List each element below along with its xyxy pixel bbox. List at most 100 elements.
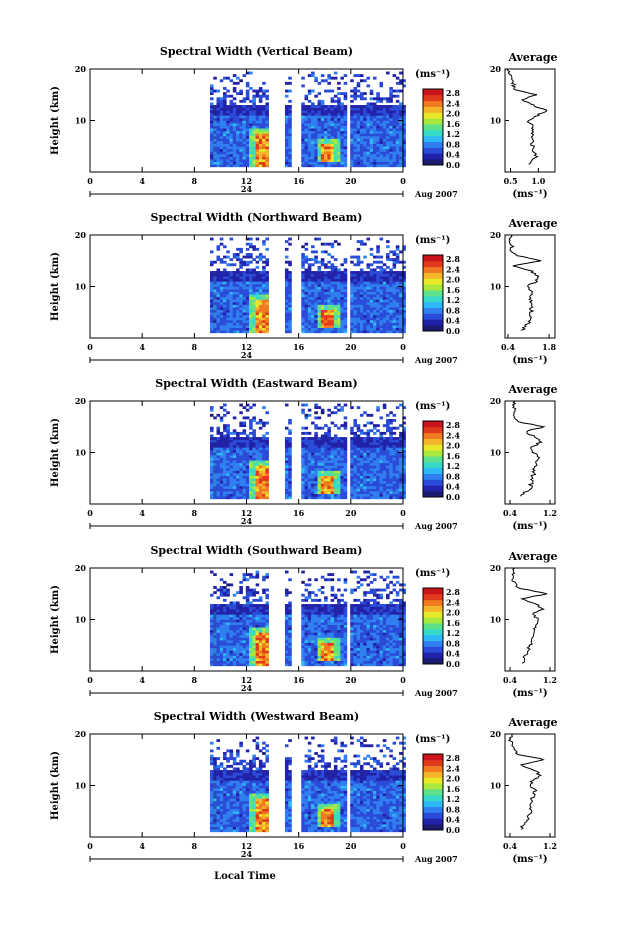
heatmap-cell (301, 404, 305, 407)
heatmap-cell (318, 330, 322, 333)
heatmap-cell (243, 627, 247, 630)
heatmap-cell (288, 325, 292, 328)
heatmap-cell (337, 128, 341, 131)
heatmap-cell (252, 617, 256, 620)
heatmap-cell (389, 157, 393, 160)
heatmap-cell (223, 108, 227, 111)
heatmap-cell (220, 653, 224, 656)
heatmap-cell (370, 489, 374, 492)
heatmap-cell (337, 404, 341, 407)
heatmap-cell (285, 460, 289, 463)
heatmap-cell (230, 625, 234, 628)
heatmap-cell (288, 149, 292, 152)
heatmap-cell (256, 274, 260, 277)
heatmap-cell (265, 310, 269, 313)
heatmap-cell (386, 72, 390, 75)
heatmap-cell (327, 159, 331, 162)
heatmap-cell (217, 630, 221, 633)
heatmap-cell (233, 632, 237, 635)
heatmap-cell (305, 128, 309, 131)
heatmap-cell (321, 110, 325, 113)
heatmap-cell (220, 437, 224, 440)
heatmap-cell (360, 159, 364, 162)
heatmap-cell (301, 115, 305, 118)
heatmap-cell (321, 115, 325, 118)
heatmap-cell (210, 489, 214, 492)
heatmap-cell (217, 486, 221, 489)
heatmap-cell (301, 302, 305, 305)
heatmap-cell (357, 162, 361, 165)
heatmap-cell (256, 473, 260, 476)
heatmap-cell (373, 491, 377, 494)
x-tick-label: 0 (400, 176, 406, 186)
heatmap-cell (210, 274, 214, 277)
heatmap-cell (318, 100, 322, 103)
heatmap-cell (334, 72, 338, 75)
heatmap-cell (223, 424, 227, 427)
heatmap-cell (370, 422, 374, 425)
heatmap-cell (262, 406, 266, 409)
heatmap-cell (386, 144, 390, 147)
heatmap-cell (353, 110, 357, 113)
heatmap-cell (373, 330, 377, 333)
heatmap-cell (399, 330, 403, 333)
heatmap-cell (337, 442, 341, 445)
heatmap-cell (301, 154, 305, 157)
heatmap-cell (363, 473, 367, 476)
heatmap-cell (243, 110, 247, 113)
heatmap-cell (210, 447, 214, 450)
heatmap-cell (230, 486, 234, 489)
heatmap-cell (265, 302, 269, 305)
heatmap-cell (252, 643, 256, 646)
heatmap-cell (265, 320, 269, 323)
heatmap-cell (324, 151, 328, 154)
heatmap-cell (321, 284, 325, 287)
heatmap-cell (223, 146, 227, 149)
heatmap-cell (353, 151, 357, 154)
average-title: Average (507, 51, 557, 64)
heatmap-cell (226, 489, 230, 492)
heatmap-cell (288, 494, 292, 497)
heatmap-cell (396, 90, 400, 93)
heatmap-cell (386, 284, 390, 287)
heatmap-cell (386, 315, 390, 318)
heatmap-cell (259, 310, 263, 313)
heatmap-cell (360, 281, 364, 284)
heatmap-cell (256, 302, 260, 305)
heatmap-cell (334, 406, 338, 409)
heatmap-cell (396, 289, 400, 292)
heatmap-cell (373, 494, 377, 497)
heatmap-cell (256, 612, 260, 615)
heatmap-cell (314, 325, 318, 328)
heatmap-cell (249, 476, 253, 479)
heatmap-cell (373, 320, 377, 323)
heatmap-cell (324, 455, 328, 458)
heatmap-cell (239, 139, 243, 142)
heatmap-cell (233, 607, 237, 610)
heatmap-cell (393, 128, 397, 131)
heatmap-cell (226, 330, 230, 333)
heatmap-cell (217, 617, 221, 620)
heatmap-cell (226, 317, 230, 320)
heatmap-cell (350, 491, 354, 494)
heatmap-cell (337, 437, 341, 440)
heatmap-cell (393, 312, 397, 315)
heatmap-cell (285, 141, 289, 144)
heatmap-cell (243, 473, 247, 476)
heatmap-cell (396, 149, 400, 152)
heatmap-cell (213, 271, 217, 274)
heatmap-cell (217, 289, 221, 292)
heatmap-cell (249, 473, 253, 476)
heatmap-cell (239, 266, 243, 269)
heatmap-cell (230, 440, 234, 443)
heatmap-cell (331, 468, 335, 471)
month-label: Aug 2007 (414, 189, 458, 199)
heatmap-cell (393, 460, 397, 463)
heatmap-cell (256, 305, 260, 308)
heatmap-cell (399, 424, 403, 427)
heatmap-cell (386, 299, 390, 302)
heatmap-cell (399, 491, 403, 494)
heatmap-cell (256, 113, 260, 116)
heatmap-cell (210, 632, 214, 635)
heatmap-cell (256, 92, 260, 95)
